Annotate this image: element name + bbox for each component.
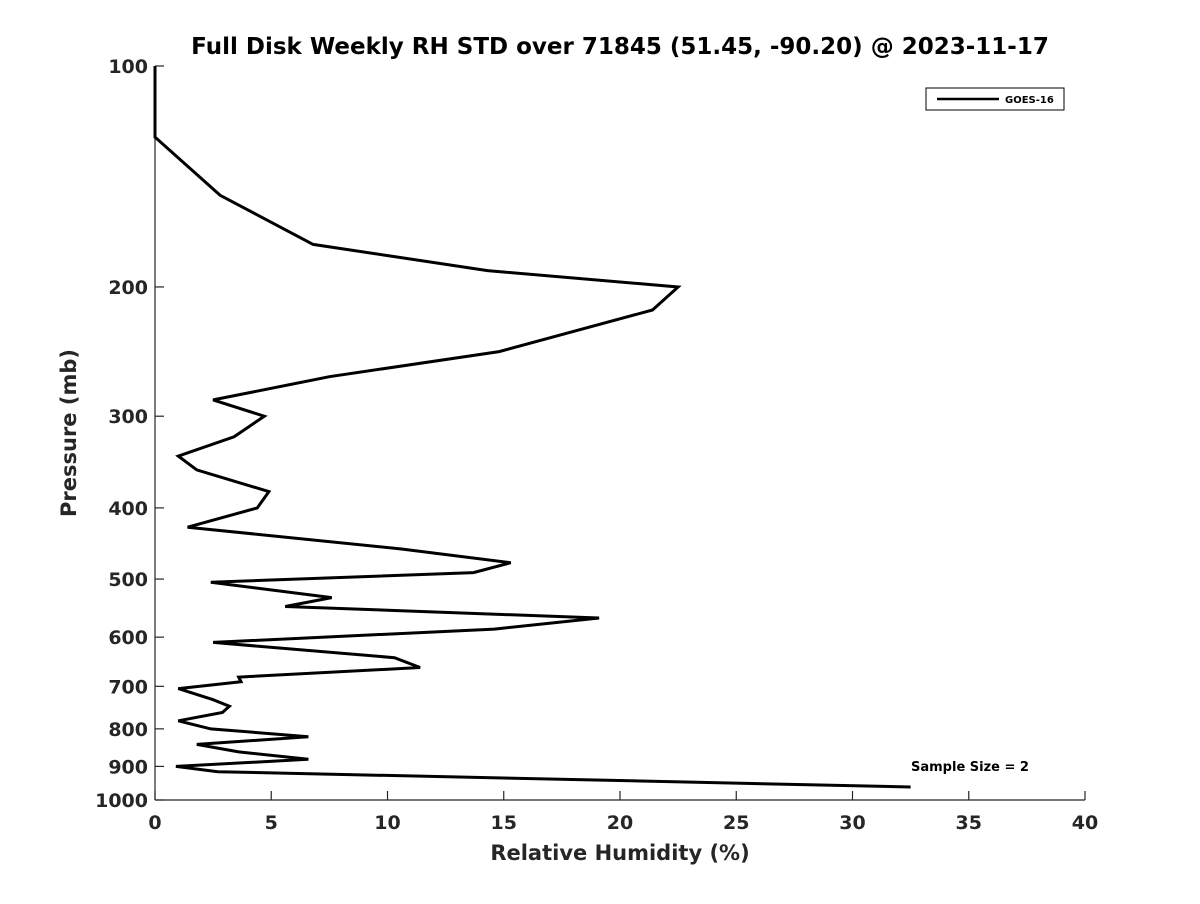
x-tick-label: 35	[956, 812, 982, 834]
chart-title: Full Disk Weekly RH STD over 71845 (51.4…	[191, 34, 1049, 60]
axes	[154, 66, 1085, 801]
y-tick-label: 700	[108, 676, 148, 698]
series-layer	[153, 66, 911, 789]
y-tick-label: 400	[108, 498, 148, 520]
x-tick-label: 10	[374, 812, 400, 834]
x-tick-label: 15	[491, 812, 517, 834]
y-tick-label: 300	[108, 406, 148, 428]
y-tick-label: 100	[108, 56, 148, 78]
x-tick-label: 5	[265, 812, 278, 834]
y-tick-label: 800	[108, 719, 148, 741]
x-tick-label: 30	[839, 812, 865, 834]
x-axis-ticks: 0 5 10 15 20 25 30 35 40	[148, 791, 1098, 834]
x-tick-label: 20	[607, 812, 633, 834]
y-tick-label: 200	[108, 277, 148, 299]
x-axis-label: Relative Humidity (%)	[490, 841, 749, 865]
series-line-goes-16	[153, 66, 911, 789]
y-tick-label: 600	[108, 627, 148, 649]
legend-label-goes-16: GOES-16	[1005, 95, 1054, 106]
y-axis-label: Pressure (mb)	[57, 349, 81, 517]
y-tick-label: 900	[108, 756, 148, 778]
x-tick-label: 0	[148, 812, 161, 834]
legend: GOES-16	[925, 87, 1065, 111]
x-tick-label: 40	[1072, 812, 1098, 834]
y-axis-ticks: 100 200 300 400 500 600 700 800 900 1000	[95, 56, 164, 812]
y-tick-label: 1000	[95, 790, 148, 812]
x-tick-label: 25	[723, 812, 749, 834]
y-tick-label: 500	[108, 569, 148, 591]
sample-size-annotation: Sample Size = 2	[911, 760, 1029, 775]
